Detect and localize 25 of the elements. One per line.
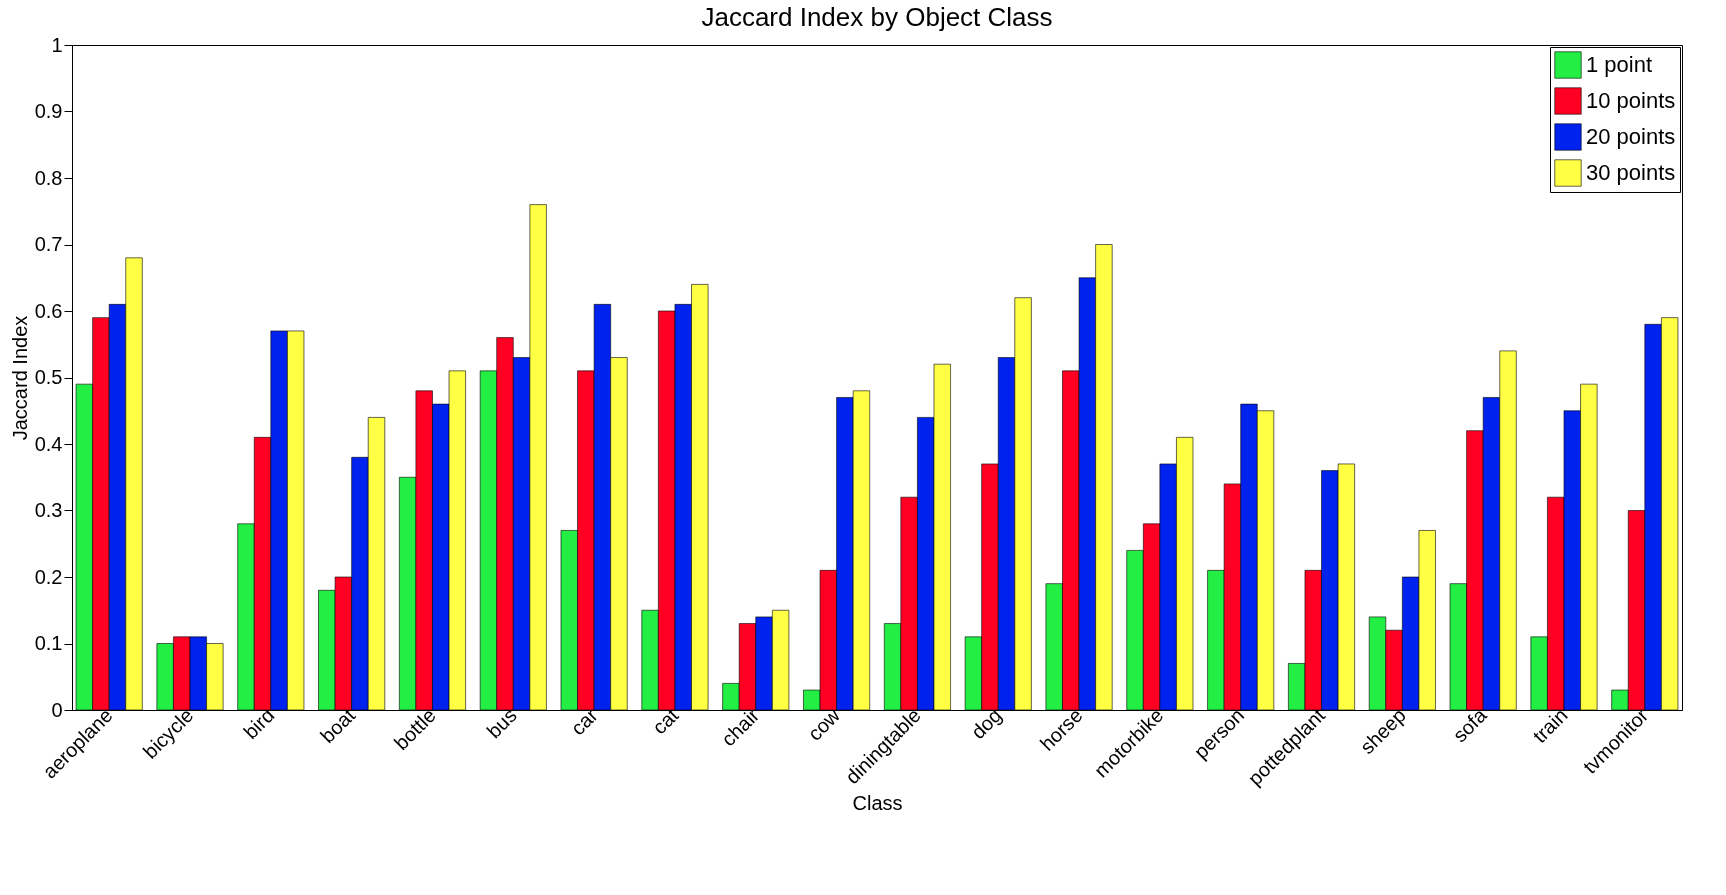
legend-label: 1 point: [1586, 52, 1653, 77]
y-tick-label: 0.5: [34, 366, 63, 388]
y-tick-label: 0.8: [34, 166, 63, 189]
y-tick-label: 0.2: [34, 565, 63, 588]
y-axis-title: Jaccard Index: [8, 315, 31, 441]
x-tick-label: boat: [316, 703, 360, 748]
x-tick-label: dog: [966, 704, 1006, 744]
x-tick-label: cow: [803, 703, 845, 745]
x-tick-label: train: [1528, 704, 1572, 748]
y-tick-label: 0.4: [34, 432, 63, 455]
y-tick-label: 0.7: [34, 233, 63, 255]
x-tick-label: bus: [482, 704, 521, 743]
y-tick-label: 0.1: [34, 632, 63, 654]
chart-title: Jaccard Index by Object Class: [701, 2, 1053, 32]
x-tick-label: car: [566, 703, 602, 740]
y-tick-label: 0.9: [34, 100, 63, 122]
y-tick-label: 0.3: [34, 499, 63, 521]
x-tick-label: cat: [648, 703, 683, 739]
x-tick-label: sofa: [1448, 703, 1492, 747]
legend-label: 10 points: [1586, 88, 1676, 113]
y-tick-label: 0.6: [34, 299, 63, 322]
x-axis-title: Class: [852, 791, 903, 814]
legend-label: 30 points: [1586, 160, 1676, 185]
legend-label: 20 points: [1586, 124, 1676, 149]
y-tick-label: 1: [51, 33, 63, 56]
